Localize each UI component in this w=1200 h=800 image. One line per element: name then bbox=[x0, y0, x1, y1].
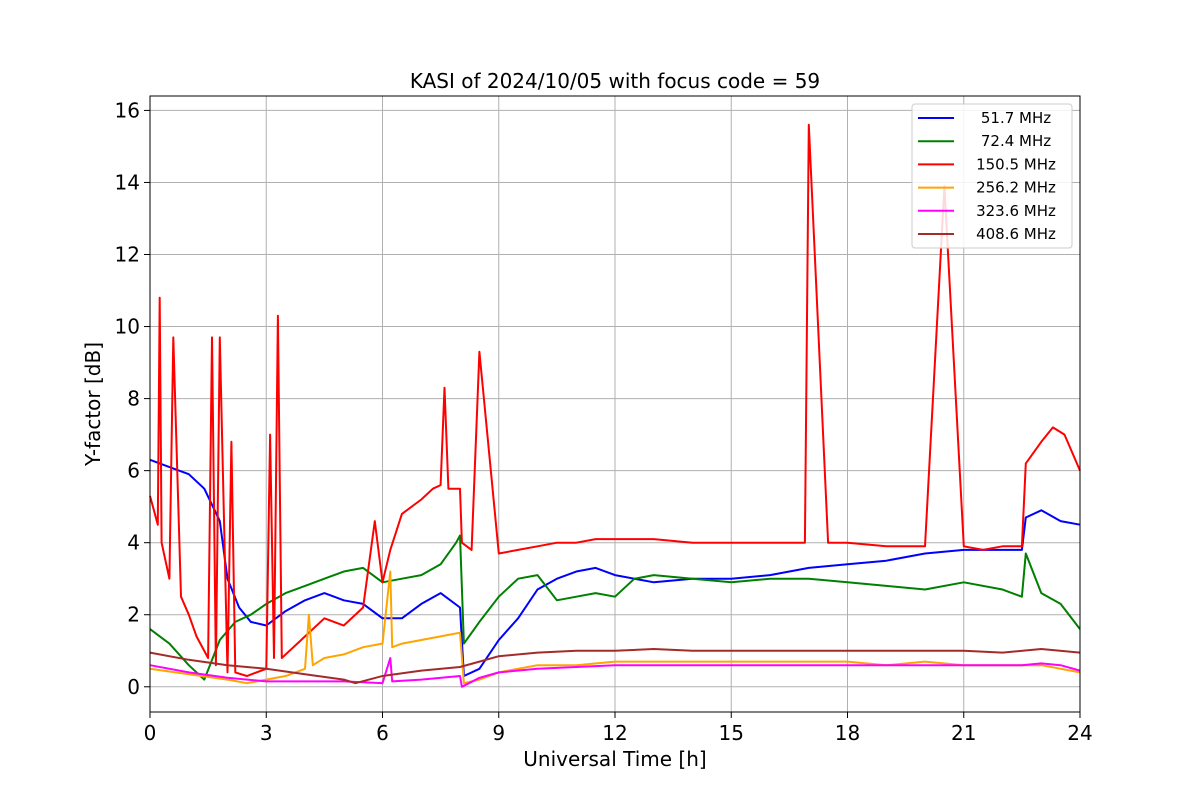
y-tick-label: 8 bbox=[127, 387, 140, 411]
chart-title: KASI of 2024/10/05 with focus code = 59 bbox=[410, 69, 820, 93]
x-tick-label: 15 bbox=[719, 721, 744, 745]
legend-label: 256.2 MHz bbox=[976, 179, 1056, 197]
x-axis: 0 3 6 9 12 15 18 21 24 bbox=[144, 712, 1093, 745]
y-tick-label: 12 bbox=[115, 243, 140, 267]
y-axis-label: Y-factor [dB] bbox=[81, 342, 105, 467]
y-tick-label: 14 bbox=[115, 170, 140, 194]
series-line bbox=[149, 657, 1081, 688]
y-axis: 0 2 4 6 8 10 12 14 16 bbox=[115, 98, 150, 699]
series-line bbox=[149, 648, 1081, 685]
series-line bbox=[149, 458, 1081, 677]
x-tick-label: 21 bbox=[951, 721, 976, 745]
series-line bbox=[149, 570, 1081, 685]
x-tick-label: 18 bbox=[835, 721, 860, 745]
legend-box bbox=[911, 103, 1073, 249]
x-tick-label: 3 bbox=[260, 721, 273, 745]
x-tick-label: 12 bbox=[602, 721, 627, 745]
legend-label: 51.7 MHz bbox=[981, 109, 1051, 127]
x-tick-label: 6 bbox=[376, 721, 389, 745]
y-tick-label: 10 bbox=[115, 315, 140, 339]
x-tick-label: 0 bbox=[144, 721, 157, 745]
legend-label: 323.6 MHz bbox=[976, 202, 1056, 220]
series-line bbox=[149, 534, 1081, 681]
legend-label: 408.6 MHz bbox=[976, 225, 1056, 243]
legend: 51.7 MHz 72.4 MHz 150.5 MHz 256.2 MHz 323.6… bbox=[911, 103, 1073, 249]
x-tick-label: 24 bbox=[1067, 721, 1092, 745]
y-tick-label: 6 bbox=[127, 459, 140, 483]
series-line bbox=[149, 123, 1081, 677]
y-tick-label: 4 bbox=[127, 531, 140, 555]
y-tick-label: 16 bbox=[115, 98, 140, 122]
y-tick-label: 0 bbox=[127, 675, 140, 699]
legend-label: 150.5 MHz bbox=[976, 155, 1056, 173]
series-group bbox=[149, 123, 1081, 688]
x-axis-label: Universal Time [h] bbox=[523, 747, 706, 771]
x-tick-label: 9 bbox=[492, 721, 505, 745]
legend-label: 72.4 MHz bbox=[981, 132, 1051, 150]
y-tick-label: 2 bbox=[127, 603, 140, 627]
